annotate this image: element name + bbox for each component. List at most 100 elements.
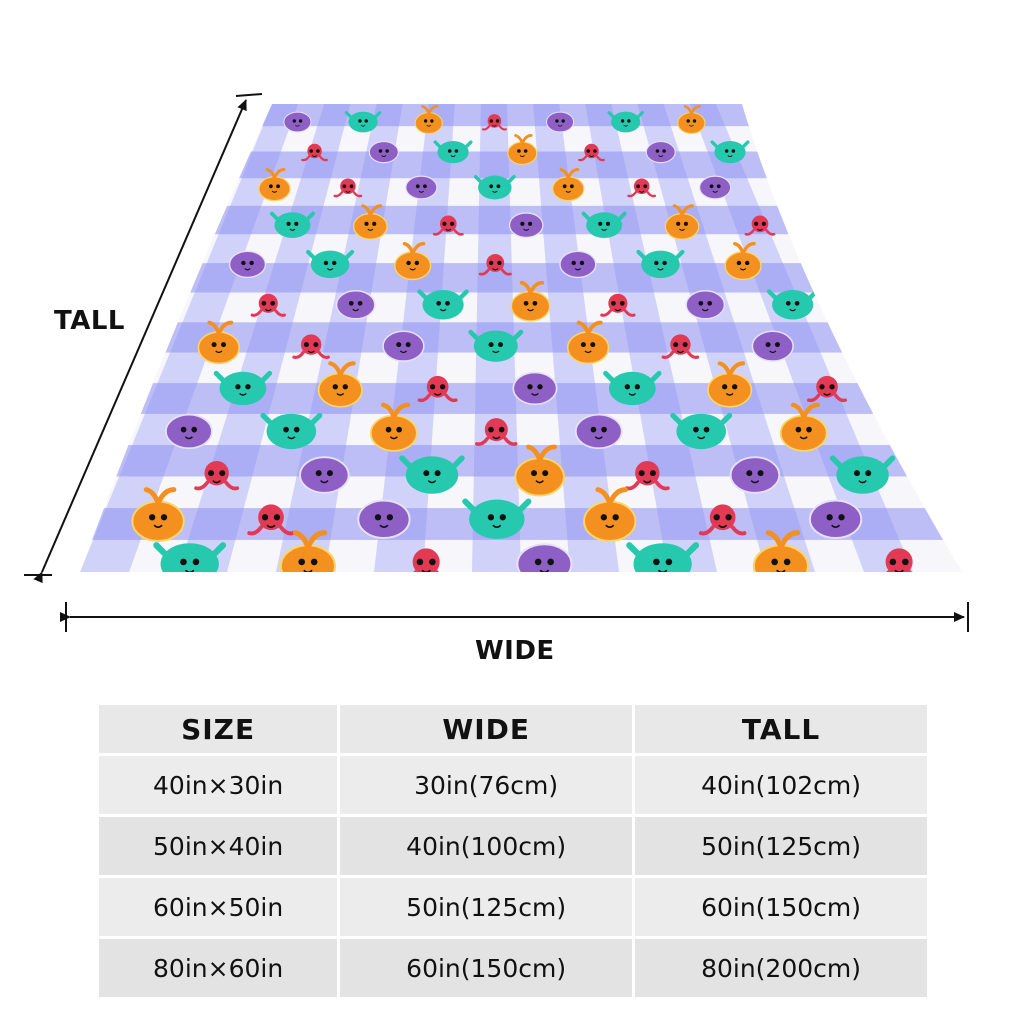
red-octopus-critter-icon: [807, 375, 848, 403]
orange-sprout-critter-icon: [414, 105, 443, 134]
tall-cell: 60in(150cm): [635, 878, 927, 936]
purple-blob-critter-icon: [698, 175, 732, 200]
orange-sprout-critter-icon: [258, 168, 291, 202]
tall-cell: 50in(125cm): [635, 817, 927, 875]
purple-blob-critter-icon: [405, 175, 438, 200]
teal-blob-critter-icon: [607, 111, 644, 133]
red-octopus-critter-icon: [417, 375, 458, 403]
purple-blob-critter-icon: [283, 111, 312, 133]
orange-sprout-critter-icon: [394, 241, 432, 281]
orange-sprout-critter-icon: [369, 402, 418, 452]
purple-blob-critter-icon: [751, 330, 794, 362]
teal-blob-critter-icon: [581, 211, 627, 238]
purple-blob-critter-icon: [574, 413, 623, 450]
orange-sprout-critter-icon: [707, 361, 753, 408]
table-row: 40in×30in 30in(76cm) 40in(102cm): [99, 756, 927, 814]
tall-dimension-arrow: [24, 93, 263, 584]
purple-blob-critter-icon: [729, 456, 781, 494]
table-row: 60in×50in 50in(125cm) 60in(150cm): [99, 878, 927, 936]
teal-blob-critter-icon: [603, 370, 662, 406]
orange-sprout-critter-icon: [510, 280, 551, 322]
teal-blob-critter-icon: [417, 289, 469, 320]
red-octopus-critter-icon: [292, 334, 330, 360]
red-octopus-critter-icon: [600, 293, 636, 317]
orange-sprout-critter-icon: [583, 487, 637, 542]
size-cell: 60in×50in: [99, 878, 338, 936]
red-octopus-critter-icon: [432, 215, 464, 236]
purple-blob-critter-icon: [368, 141, 399, 164]
red-octopus-critter-icon: [627, 178, 657, 198]
tall-cell: 80in(200cm): [635, 939, 927, 997]
orange-sprout-critter-icon: [566, 320, 610, 365]
teal-blob-critter-icon: [636, 249, 685, 279]
size-cell: 80in×60in: [99, 939, 338, 997]
table-row: 50in×40in 40in(100cm) 50in(125cm): [99, 817, 927, 875]
purple-blob-critter-icon: [516, 543, 573, 572]
teal-blob-critter-icon: [462, 498, 532, 540]
purple-blob-critter-icon: [808, 499, 863, 540]
teal-blob-critter-icon: [433, 140, 473, 164]
purple-blob-critter-icon: [559, 250, 597, 279]
blanket-shape: [80, 104, 962, 572]
wide-cell: 60in(150cm): [340, 939, 633, 997]
red-octopus-critter-icon: [578, 143, 605, 162]
red-octopus-critter-icon: [333, 178, 363, 198]
wide-column-header: WIDE: [340, 705, 633, 753]
orange-sprout-critter-icon: [752, 530, 809, 572]
purple-blob-critter-icon: [382, 330, 425, 362]
orange-sprout-critter-icon: [677, 105, 706, 134]
wide-cell: 30in(76cm): [340, 756, 633, 814]
red-octopus-critter-icon: [247, 504, 295, 536]
teal-blob-critter-icon: [260, 412, 323, 450]
wide-cell: 50in(125cm): [340, 878, 633, 936]
size-table: SIZE WIDE TALL 40in×30in 30in(76cm) 40in…: [96, 702, 930, 1000]
size-cell: 50in×40in: [99, 817, 338, 875]
teal-blob-critter-icon: [766, 289, 819, 320]
size-table-header-row: SIZE WIDE TALL: [99, 705, 927, 753]
red-octopus-critter-icon: [744, 215, 776, 236]
purple-blob-critter-icon: [357, 499, 411, 540]
red-octopus-critter-icon: [475, 418, 518, 446]
red-octopus-critter-icon: [698, 504, 747, 536]
red-octopus-critter-icon: [481, 114, 507, 131]
orange-sprout-critter-icon: [724, 241, 762, 281]
teal-blob-critter-icon: [468, 329, 524, 362]
tall-label: TALL: [54, 306, 125, 336]
purple-blob-critter-icon: [512, 371, 558, 406]
orange-sprout-critter-icon: [664, 204, 700, 240]
purple-blob-critter-icon: [228, 250, 267, 279]
purple-blob-critter-icon: [165, 413, 213, 450]
teal-blob-critter-icon: [269, 211, 315, 238]
teal-blob-critter-icon: [344, 111, 382, 133]
tall-cell: 40in(102cm): [635, 756, 927, 814]
wide-cell: 40in(100cm): [340, 817, 633, 875]
teal-blob-critter-icon: [626, 542, 700, 572]
orange-sprout-critter-icon: [279, 530, 337, 572]
orange-sprout-critter-icon: [317, 361, 363, 408]
teal-blob-critter-icon: [399, 455, 465, 494]
orange-sprout-critter-icon: [552, 168, 585, 202]
orange-sprout-critter-icon: [514, 444, 565, 497]
purple-blob-critter-icon: [685, 290, 726, 320]
teal-blob-critter-icon: [473, 174, 516, 200]
red-octopus-critter-icon: [478, 254, 512, 276]
red-octopus-critter-icon: [661, 334, 700, 360]
table-row: 80in×60in 60in(150cm) 80in(200cm): [99, 939, 927, 997]
red-octopus-critter-icon: [250, 293, 286, 317]
red-octopus-critter-icon: [301, 143, 328, 162]
orange-sprout-critter-icon: [779, 402, 828, 452]
teal-blob-critter-icon: [829, 455, 896, 494]
teal-blob-critter-icon: [306, 249, 355, 279]
orange-sprout-critter-icon: [353, 204, 388, 240]
red-octopus-critter-icon: [401, 548, 452, 572]
purple-blob-critter-icon: [645, 141, 676, 164]
red-octopus-critter-icon: [874, 548, 925, 572]
size-column-header: SIZE: [99, 705, 338, 753]
orange-sprout-critter-icon: [507, 134, 538, 165]
teal-blob-critter-icon: [670, 412, 733, 450]
purple-blob-critter-icon: [508, 212, 544, 238]
red-octopus-critter-icon: [624, 460, 670, 491]
purple-blob-critter-icon: [299, 456, 350, 494]
wide-dimension-arrow: [60, 602, 969, 632]
purple-blob-critter-icon: [545, 111, 575, 133]
